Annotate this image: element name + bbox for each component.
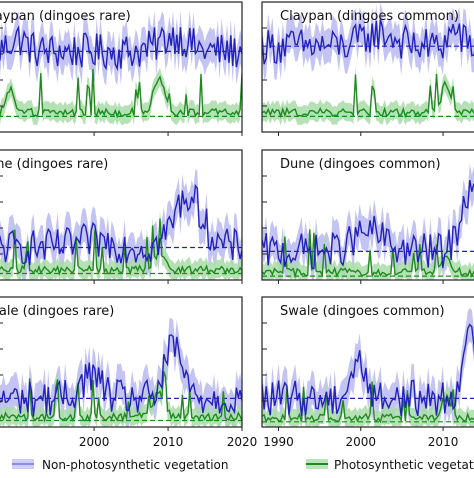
plot-area bbox=[262, 2, 474, 126]
panel-title: Dune (dingoes rare) bbox=[0, 157, 108, 172]
legend: Non-photosynthetic vegetation Photosynthe… bbox=[12, 458, 474, 472]
x-tick-label: 2000 bbox=[345, 435, 376, 449]
npv-series-line bbox=[0, 25, 242, 72]
panel-frame bbox=[261, 1, 474, 133]
npv-uncertainty-band bbox=[0, 318, 242, 427]
plot-area bbox=[262, 163, 474, 280]
panel-title: Claypan (dingoes rare) bbox=[0, 9, 131, 24]
panel-6: 1990 2000 2010 Swale (dingoes common) bbox=[261, 296, 474, 449]
plot-area bbox=[0, 168, 242, 280]
panel-3: Dune (dingoes rare) bbox=[0, 149, 243, 284]
legend-npv-band bbox=[12, 459, 34, 469]
npv-series-line bbox=[262, 323, 474, 417]
panel-frame bbox=[261, 149, 474, 281]
x-tick-label: 2010 bbox=[153, 435, 184, 449]
x-tick-label: 2000 bbox=[79, 435, 110, 449]
plot-area bbox=[0, 10, 242, 126]
npv-uncertainty-band bbox=[0, 10, 242, 86]
pv-uncertainty-band bbox=[0, 209, 242, 280]
pv-uncertainty-band bbox=[0, 59, 242, 126]
pv-series-line bbox=[262, 381, 474, 424]
x-tick-label: 2020 bbox=[227, 435, 258, 449]
panel-frame bbox=[0, 296, 243, 428]
panel-title: Swale (dingoes common) bbox=[280, 304, 445, 319]
panel-frame bbox=[0, 149, 243, 281]
pv-series-line bbox=[262, 73, 474, 119]
panel-5: 2000 2010 2020 Swale (dingoes rare) bbox=[0, 296, 258, 449]
panel-frame bbox=[261, 296, 474, 428]
pv-series-line bbox=[0, 68, 242, 119]
npv-series-line bbox=[0, 183, 242, 266]
npv-uncertainty-band bbox=[262, 2, 474, 82]
npv-series-line bbox=[262, 19, 474, 65]
npv-series-line bbox=[262, 179, 474, 270]
panel-4: Dune (dingoes common) bbox=[261, 149, 474, 284]
panel-2: Claypan (dingoes common) bbox=[261, 1, 474, 136]
x-tick-label: 1990 bbox=[263, 435, 294, 449]
plot-area bbox=[0, 318, 242, 427]
panel-title: Claypan (dingoes common) bbox=[280, 9, 459, 24]
panel-1: Claypan (dingoes rare) bbox=[0, 1, 243, 136]
legend-npv-label: Non-photosynthetic vegetation bbox=[42, 458, 229, 472]
pv-series-line bbox=[262, 229, 474, 279]
panel-frame bbox=[0, 1, 243, 133]
plot-area bbox=[262, 307, 474, 427]
pv-series-line bbox=[0, 371, 242, 423]
panel-title: Swale (dingoes rare) bbox=[0, 304, 114, 319]
pv-series-line bbox=[0, 218, 242, 276]
x-tick-label: 2010 bbox=[428, 435, 459, 449]
pv-uncertainty-band bbox=[262, 64, 474, 126]
npv-series-line bbox=[0, 334, 242, 417]
legend-pv-label: Photosynthetic vegetation bbox=[334, 458, 474, 472]
pv-uncertainty-band bbox=[262, 372, 474, 427]
panel-title: Dune (dingoes common) bbox=[280, 157, 441, 172]
